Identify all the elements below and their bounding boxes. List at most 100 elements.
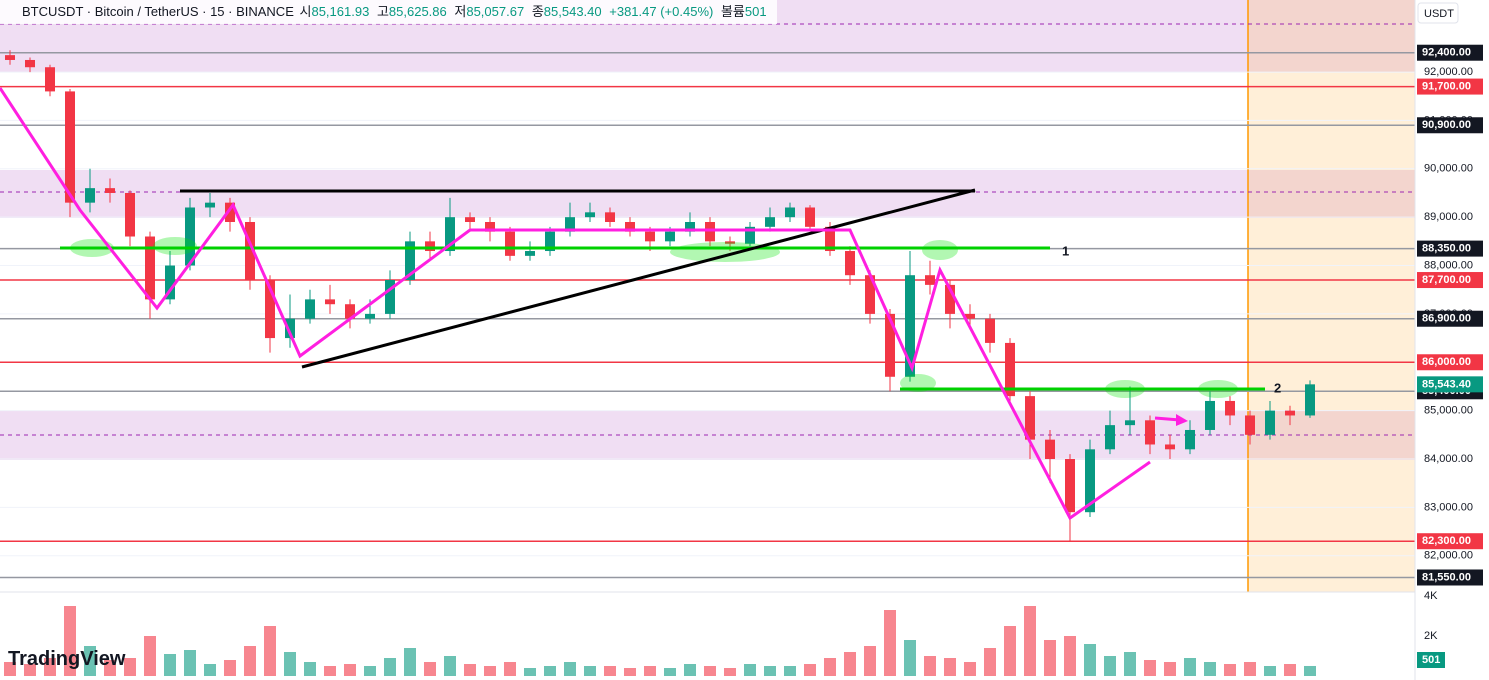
candle-body <box>985 318 995 343</box>
candle-body <box>1245 415 1255 435</box>
candle-body <box>1305 384 1315 416</box>
volume-last-label: 501 <box>1422 654 1440 666</box>
candle-body <box>625 222 635 232</box>
volume-bar <box>1104 656 1116 676</box>
volume-bar <box>1124 652 1136 676</box>
ohlc-key: 시 <box>299 4 312 19</box>
candle-body <box>1025 396 1035 440</box>
y-tick-label: 88,000.00 <box>1424 259 1473 271</box>
candle-body <box>585 212 595 218</box>
candle-body <box>965 313 975 319</box>
candle-body <box>645 231 655 242</box>
candle-body <box>1225 400 1235 416</box>
volume-bar <box>44 658 56 676</box>
volume-bar <box>1304 665 1316 676</box>
volume-bar <box>444 656 456 676</box>
candle-body <box>665 231 675 242</box>
candle-body <box>805 207 815 227</box>
candle-body <box>885 313 895 377</box>
candle-body <box>825 226 835 252</box>
candle-body <box>685 222 695 232</box>
symbol: BTCUSDT · Bitcoin / TetherUS · 15 · BINA… <box>22 4 294 19</box>
candle-body <box>365 313 375 319</box>
volume-bar <box>24 664 36 676</box>
candle-body <box>205 202 215 208</box>
volume-bar <box>304 662 316 676</box>
candle-body <box>565 217 575 232</box>
volume-tick-label: 4K <box>1424 590 1438 602</box>
y-tick-label: 92,000.00 <box>1424 66 1473 78</box>
volume-bar <box>524 668 536 676</box>
candle-body <box>1125 420 1135 426</box>
level-label: 81,550.00 <box>1422 571 1471 583</box>
volume-bar <box>1084 644 1096 676</box>
last-price-label: 85,543.40 <box>1422 378 1471 390</box>
volume-bar <box>624 668 636 676</box>
price-axis <box>1415 0 1489 680</box>
candle-body <box>425 241 435 252</box>
candle-body <box>545 231 555 252</box>
volume-bar <box>424 662 436 676</box>
ohlc-value: 85,057.67 <box>466 4 525 19</box>
volume-bar <box>764 666 776 676</box>
ohlc-key: 고 <box>376 4 389 19</box>
y-tick-label: 83,000.00 <box>1424 501 1473 513</box>
candle-body <box>25 59 35 68</box>
volume-bar <box>84 646 96 676</box>
time-zone <box>1248 0 1415 592</box>
volume-bar <box>1184 658 1196 676</box>
volume-bar <box>4 662 16 676</box>
y-tick-label: 84,000.00 <box>1424 453 1473 465</box>
currency: USDT <box>1424 8 1454 20</box>
volume-bar <box>404 648 416 676</box>
zone <box>0 170 1415 218</box>
ohlc-value: 85,161.93 <box>311 4 370 19</box>
volume-bar <box>104 660 116 676</box>
volume-bar <box>244 646 256 676</box>
y-tick-label: 90,000.00 <box>1424 163 1473 175</box>
volume-bar <box>64 606 76 676</box>
level-label-box <box>1417 240 1483 257</box>
volume-bar <box>1004 626 1016 676</box>
candle-body <box>1185 429 1195 450</box>
volume-bar <box>344 664 356 676</box>
candle-body <box>945 284 955 314</box>
candle-body <box>405 241 415 281</box>
candle-body <box>1205 400 1215 430</box>
candle-body <box>1285 410 1295 416</box>
currency-box[interactable] <box>1417 2 1459 24</box>
volume-bar <box>844 652 856 676</box>
volume-bar <box>1244 662 1256 676</box>
volume-bar <box>1024 606 1036 676</box>
volume-bar <box>1204 662 1216 676</box>
candle-body <box>1065 458 1075 513</box>
candle-body <box>45 67 55 92</box>
volume-bar <box>604 666 616 676</box>
volume-bar <box>904 640 916 676</box>
candle-body <box>325 299 335 305</box>
candle-body <box>845 251 855 276</box>
candle-body <box>145 236 155 300</box>
candle-body <box>1085 449 1095 513</box>
level-label-box <box>1417 310 1483 327</box>
legend-header: BTCUSDT · Bitcoin / TetherUS · 15 · BINA… <box>0 0 777 24</box>
level-label-box <box>1417 272 1483 289</box>
candle-body <box>5 55 15 60</box>
volume-bar <box>1224 664 1236 676</box>
volume-bar <box>124 658 136 676</box>
level-label: 86,000.00 <box>1422 356 1471 368</box>
change: +381.47 (+0.45%) <box>609 4 714 19</box>
volume-bar <box>284 652 296 676</box>
level-label: 87,700.00 <box>1422 274 1471 286</box>
candle-body <box>1165 444 1175 450</box>
volume-bar <box>644 666 656 676</box>
level-label-box <box>1417 117 1483 134</box>
volume-bar <box>264 626 276 676</box>
brand-logo[interactable]: TradingView <box>8 648 125 671</box>
ohlc-value: 85,543.40 <box>543 4 602 19</box>
volume-bar <box>1164 662 1176 676</box>
volume-last-box <box>1417 652 1445 668</box>
volume-bar <box>564 662 576 676</box>
ohlc-key: 종 <box>531 4 544 19</box>
